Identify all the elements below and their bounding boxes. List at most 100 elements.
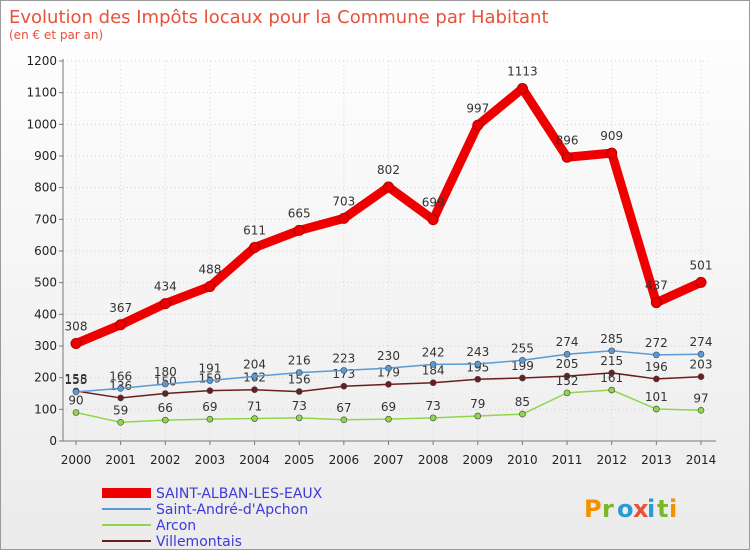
data-point — [70, 337, 82, 349]
data-label: 909 — [600, 129, 623, 143]
data-label: 161 — [600, 371, 623, 385]
data-label: 699 — [422, 196, 445, 210]
data-label: 79 — [470, 397, 485, 411]
data-point — [117, 394, 124, 402]
data-point — [561, 151, 573, 163]
data-point — [385, 381, 392, 388]
data-label: 59 — [113, 403, 128, 417]
data-point — [653, 351, 660, 359]
x-tick-label: 2007 — [373, 453, 404, 467]
y-tick-label: 100 — [34, 402, 57, 416]
data-point — [608, 347, 616, 355]
data-label: 90 — [68, 394, 83, 408]
data-point — [563, 350, 571, 358]
data-point — [608, 369, 616, 377]
data-point — [697, 373, 705, 381]
data-point — [72, 409, 80, 416]
data-point — [115, 319, 127, 331]
x-tick-label: 2011 — [552, 453, 583, 467]
data-point — [251, 386, 258, 394]
data-label: 437 — [645, 279, 668, 293]
data-label: 703 — [332, 194, 355, 208]
x-tick-label: 2004 — [239, 453, 270, 467]
legend: SAINT-ALBAN-LES-EAUXSaint-André-d'Apchon… — [102, 486, 323, 550]
data-label: 488 — [198, 262, 221, 276]
data-point — [697, 350, 705, 358]
y-tick-label: 1200 — [26, 54, 57, 68]
data-point — [697, 406, 705, 414]
data-label: 180 — [154, 365, 177, 379]
data-label: 997 — [466, 101, 489, 115]
logo-letter: i — [669, 495, 677, 523]
y-tick-label: 800 — [34, 181, 57, 195]
y-tick-label: 400 — [34, 307, 57, 321]
data-point — [650, 297, 662, 309]
data-label: 196 — [645, 360, 668, 374]
y-tick-label: 1000 — [26, 117, 57, 131]
y-tick-label: 0 — [49, 434, 57, 448]
data-point — [519, 374, 526, 382]
data-point — [474, 375, 482, 383]
data-point — [251, 415, 258, 422]
data-point — [472, 119, 484, 131]
y-tick-label: 1100 — [26, 86, 57, 100]
data-point — [653, 405, 660, 413]
series-saint-andr-d-apchon: 155 166 180 191 204 216 223 230 242 243 255 274 285 2… — [65, 332, 712, 396]
data-point — [251, 373, 258, 380]
data-point — [340, 367, 348, 374]
legend-label: Arcon — [156, 518, 196, 534]
data-label: 203 — [690, 358, 713, 372]
logo-letter: r — [602, 495, 614, 523]
x-tick-label: 2001 — [105, 453, 136, 467]
data-label: 155 — [65, 373, 88, 387]
data-point — [608, 386, 616, 394]
legend-label: SAINT-ALBAN-LES-EAUX — [156, 486, 323, 502]
data-label: 191 — [198, 362, 221, 376]
data-point — [293, 224, 305, 236]
data-point — [204, 280, 216, 292]
data-label: 1113 — [507, 65, 538, 79]
data-label: 199 — [511, 359, 534, 373]
data-point — [606, 147, 618, 159]
data-label: 97 — [693, 391, 708, 405]
logo-letter: x — [633, 495, 649, 523]
data-point — [653, 375, 660, 383]
x-tick-label: 2012 — [596, 453, 627, 467]
data-label: 66 — [158, 401, 173, 415]
data-label: 152 — [556, 374, 579, 388]
data-point — [72, 388, 80, 396]
logo-letter: t — [657, 495, 668, 523]
data-point — [519, 410, 526, 418]
data-point — [295, 388, 303, 395]
data-point — [385, 415, 392, 423]
data-label: 73 — [292, 399, 307, 413]
data-label: 166 — [109, 369, 132, 383]
series-saint-alban-les-eaux: 308 367 434 488 611 665 703 802 699 997 1113 896 909… — [65, 65, 713, 349]
data-point — [427, 214, 439, 226]
data-label: 69 — [202, 400, 217, 414]
data-label: 274 — [556, 335, 579, 349]
data-label: 67 — [336, 401, 351, 415]
data-label: 501 — [690, 258, 713, 272]
data-label: 802 — [377, 163, 400, 177]
y-tick-label: 600 — [34, 244, 57, 258]
data-label: 184 — [422, 364, 445, 378]
x-tick-label: 2010 — [507, 453, 538, 467]
logo-letter: P — [584, 495, 602, 523]
data-label: 367 — [109, 301, 132, 315]
x-tick-label: 2013 — [641, 453, 672, 467]
x-tick-label: 2014 — [686, 453, 717, 467]
data-point — [295, 414, 303, 422]
data-point — [161, 416, 169, 424]
data-label: 285 — [600, 332, 623, 346]
data-label: 230 — [377, 349, 400, 363]
data-point — [474, 360, 482, 368]
x-tick-label: 2009 — [463, 453, 494, 467]
x-tick-label: 2005 — [284, 453, 315, 467]
data-point — [516, 83, 528, 95]
x-tick-label: 2003 — [195, 453, 226, 467]
data-point — [519, 356, 526, 364]
logo-letter: o — [617, 495, 634, 523]
